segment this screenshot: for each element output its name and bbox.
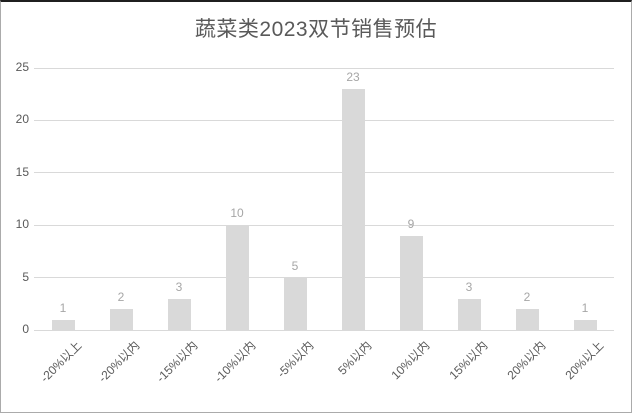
bar-value-label: 1	[581, 300, 589, 315]
y-tick-label: 5	[22, 269, 29, 284]
bar-value-label: 3	[175, 279, 183, 294]
gridline	[34, 172, 614, 174]
bar-value-label: 9	[407, 216, 415, 231]
bar-value-label: 2	[523, 290, 531, 305]
bar	[341, 88, 365, 330]
bar	[457, 298, 481, 330]
bar-value-label: 10	[230, 206, 244, 221]
gridline	[34, 119, 614, 121]
chart-title: 蔬菜类2023双节销售预估	[194, 18, 438, 41]
bar	[167, 298, 191, 330]
bar	[283, 277, 307, 330]
gridline	[34, 277, 614, 279]
gridline	[34, 329, 614, 331]
y-tick-label: 0	[22, 322, 29, 336]
bar	[109, 309, 133, 330]
y-tick-label: 20	[15, 112, 29, 127]
gridline	[34, 224, 614, 226]
bar-value-label: 2	[117, 290, 125, 305]
bar	[225, 225, 249, 330]
y-tick-label: 15	[15, 164, 29, 179]
bar	[51, 319, 75, 330]
gridline	[34, 67, 614, 69]
bar-value-label: 1	[59, 300, 67, 315]
bar-value-label: 5	[291, 258, 299, 273]
bar-value-label: 23	[346, 69, 360, 84]
bar	[515, 309, 539, 330]
bar	[399, 235, 423, 330]
y-tick-label: 10	[15, 217, 29, 232]
bar-value-label: 3	[465, 279, 473, 294]
plot-area: 1 2 3 10 5 23 9 3 2 1	[34, 67, 614, 331]
y-tick-label: 25	[15, 60, 29, 74]
bar	[573, 319, 597, 330]
